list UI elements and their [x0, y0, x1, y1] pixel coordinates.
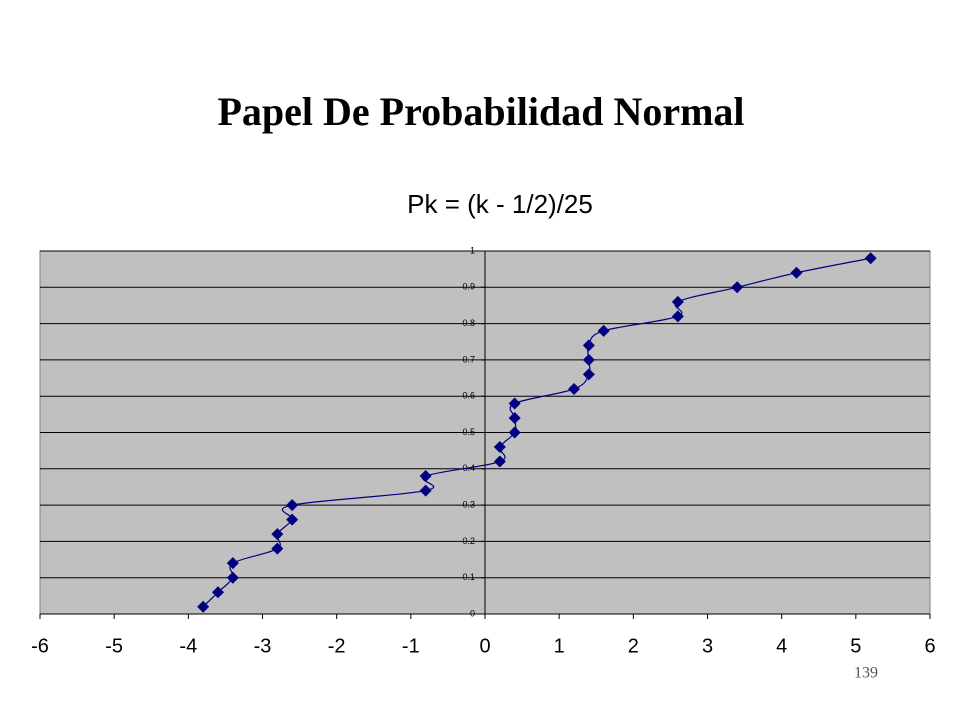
data-point [197, 600, 210, 613]
x-tick-label: 1 [554, 635, 565, 657]
data-point [508, 411, 521, 424]
x-tick-label: 0 [479, 635, 490, 657]
data-point [731, 281, 744, 294]
data-point [493, 455, 506, 468]
data-point [271, 542, 284, 555]
data-point [419, 484, 432, 497]
data-point [597, 324, 610, 337]
x-tick-label: 2 [628, 635, 639, 657]
data-point [212, 586, 224, 599]
y-tick-label: 1 [470, 245, 475, 255]
data-point [582, 368, 595, 381]
data-point [508, 397, 521, 410]
data-point [419, 470, 432, 483]
data-point [508, 426, 521, 439]
data-point [582, 353, 595, 366]
data-point [582, 339, 595, 352]
y-tick-label: 0.1 [462, 572, 475, 582]
y-tick-label: 0.3 [462, 499, 475, 509]
y-tick-label: 0.6 [462, 391, 475, 401]
x-tick-label: -5 [105, 635, 123, 657]
data-point [790, 266, 803, 279]
x-tick-label: -3 [254, 635, 272, 657]
y-tick-label: 0.8 [462, 318, 475, 328]
x-tick-label: 3 [702, 635, 713, 657]
data-point [568, 382, 580, 395]
y-tick-label: 0.2 [462, 536, 475, 546]
x-tick-label: -6 [31, 635, 49, 657]
data-point [864, 252, 877, 265]
x-tick-label: 5 [850, 635, 861, 657]
data-point [271, 528, 284, 541]
y-tick-label: 0.5 [462, 427, 475, 437]
y-tick-label: 0.7 [462, 354, 475, 364]
x-tick-label: -4 [179, 635, 197, 657]
data-point [226, 557, 239, 570]
chart-title: Pk = (k - 1/2)/25 [407, 189, 593, 219]
x-tick-label: 4 [776, 635, 787, 657]
slide-title: Papel De Probabilidad Normal [217, 89, 744, 134]
y-tick-label: 0.9 [462, 282, 475, 292]
x-tick-label: 6 [924, 635, 935, 657]
data-point [286, 499, 299, 512]
data-point [493, 441, 506, 454]
y-tick-label: 0 [470, 608, 475, 618]
x-tick-label: -2 [328, 635, 346, 657]
page-number: 139 [854, 665, 878, 682]
x-tick-label: -1 [402, 635, 420, 657]
data-point [286, 513, 299, 526]
data-point [226, 571, 239, 584]
data-point [671, 310, 684, 323]
data-point [671, 295, 684, 308]
